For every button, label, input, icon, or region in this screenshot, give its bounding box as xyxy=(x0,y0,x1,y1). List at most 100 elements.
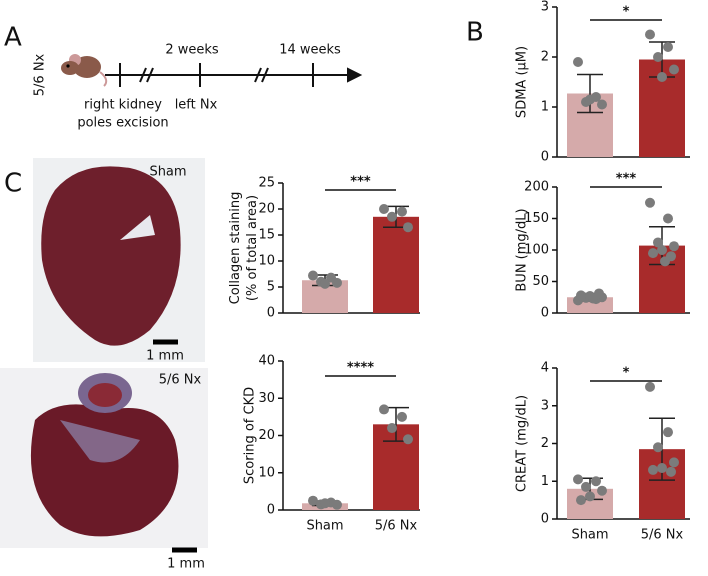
data-point xyxy=(397,411,407,422)
data-point xyxy=(308,495,318,506)
data-point xyxy=(585,94,595,105)
y-tick-label: 1 xyxy=(541,100,549,115)
timeline-axis xyxy=(105,63,363,87)
y-tick-label: 0 xyxy=(541,512,549,527)
y-tick-label: 0 xyxy=(267,503,275,518)
y-tick-label: 50 xyxy=(532,274,549,289)
y-tick-label: 20 xyxy=(258,202,275,217)
data-point xyxy=(403,434,413,445)
y-axis-title: CREAT (mg/dL) xyxy=(515,395,530,492)
data-point xyxy=(308,270,318,281)
scale-label: 1 mm xyxy=(146,349,184,364)
y-axis-title: Scoring of CKD xyxy=(243,387,258,484)
y-axis-title: (% of total area) xyxy=(245,195,260,301)
y-tick-label: 2 xyxy=(541,50,549,65)
data-point xyxy=(379,404,389,415)
time-label: 14 weeks xyxy=(279,43,341,58)
data-point xyxy=(669,457,679,468)
significance-label: *** xyxy=(616,172,637,187)
data-point xyxy=(653,442,663,453)
data-point xyxy=(669,64,679,75)
y-tick-label: 10 xyxy=(258,465,275,480)
data-point xyxy=(666,466,676,477)
data-point xyxy=(663,213,673,224)
panel-label: B xyxy=(466,18,484,48)
y-axis-title: SDMA (μM) xyxy=(515,46,530,118)
panel-label: C xyxy=(4,169,22,199)
data-point xyxy=(581,481,591,492)
y-tick-label: 40 xyxy=(258,354,275,369)
data-point xyxy=(591,476,601,487)
data-point xyxy=(576,495,586,506)
x-tick-label: 5/6 Nx xyxy=(641,528,684,543)
y-tick-label: 2 xyxy=(541,436,549,451)
data-point xyxy=(663,427,673,438)
data-point xyxy=(663,42,673,52)
y-axis-title: BUN (mg/dL) xyxy=(515,208,530,291)
event-label: right kidney xyxy=(84,98,162,113)
data-point xyxy=(387,423,397,434)
kidney-section xyxy=(30,404,179,537)
event-label: left Nx xyxy=(175,98,218,113)
y-tick-label: 3 xyxy=(541,398,549,413)
data-point xyxy=(645,197,655,208)
error-bar xyxy=(577,73,603,114)
y-tick-label: 1 xyxy=(541,474,549,489)
data-point xyxy=(320,498,330,509)
data-point xyxy=(573,474,583,485)
significance-label: * xyxy=(623,5,630,20)
y-tick-label: 3 xyxy=(541,0,549,15)
data-point xyxy=(645,381,655,392)
data-point xyxy=(648,248,658,259)
kidney-section xyxy=(41,166,181,346)
time-label: 2 weeks xyxy=(165,43,219,58)
data-point xyxy=(585,491,595,502)
event-label: poles excision xyxy=(77,116,168,131)
y-tick-label: 10 xyxy=(258,254,275,269)
data-point xyxy=(588,293,598,304)
data-point xyxy=(597,99,607,110)
data-point xyxy=(657,245,667,255)
y-tick-label: 15 xyxy=(258,228,275,243)
y-tick-label: 25 xyxy=(258,176,275,191)
y-tick-label: 5 xyxy=(267,280,275,295)
significance-label: * xyxy=(623,366,630,381)
data-point xyxy=(597,485,607,496)
data-point xyxy=(387,211,397,222)
data-point xyxy=(403,222,413,233)
mouse-icon xyxy=(61,54,108,87)
x-tick-label: 5/6 Nx xyxy=(375,519,418,534)
data-point xyxy=(648,464,658,475)
model-label: 5/6 Nx xyxy=(33,53,48,96)
data-point xyxy=(657,72,667,82)
data-point xyxy=(332,499,342,510)
data-point xyxy=(660,256,670,267)
y-tick-label: 200 xyxy=(524,180,549,195)
y-tick-label: 0 xyxy=(267,306,275,321)
data-point xyxy=(669,241,679,252)
data-point xyxy=(576,290,586,301)
data-point xyxy=(653,52,663,62)
image-label: Sham xyxy=(149,165,186,180)
y-tick-label: 0 xyxy=(541,306,549,321)
y-tick-label: 150 xyxy=(524,211,549,226)
significance-label: *** xyxy=(350,175,371,190)
panel-label: A xyxy=(4,23,22,53)
y-axis-title: Collagen staining xyxy=(228,192,243,305)
data-point xyxy=(379,204,389,214)
data-point xyxy=(653,237,663,248)
data-point xyxy=(573,57,583,67)
data-point xyxy=(657,463,667,474)
bar xyxy=(373,216,419,313)
x-tick-label: Sham xyxy=(306,519,343,534)
image-label: 5/6 Nx xyxy=(159,373,202,388)
y-tick-label: 20 xyxy=(258,428,275,443)
y-tick-label: 100 xyxy=(524,243,549,258)
x-tick-label: Sham xyxy=(571,528,608,543)
y-tick-label: 0 xyxy=(541,150,549,165)
data-point xyxy=(397,206,407,217)
significance-label: **** xyxy=(347,361,374,376)
y-tick-label: 30 xyxy=(258,391,275,406)
data-point xyxy=(320,278,330,289)
